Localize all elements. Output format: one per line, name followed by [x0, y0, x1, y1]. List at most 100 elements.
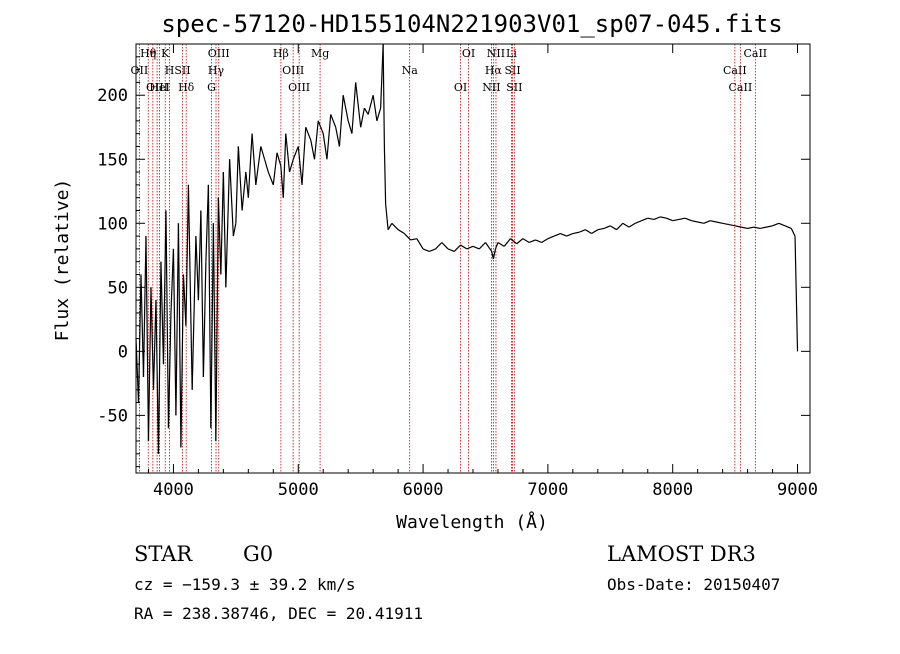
plot-frame [135, 43, 811, 474]
spectrum-segment [453, 244, 461, 252]
spectrum-segment [741, 226, 748, 229]
spectrum-segment [160, 261, 165, 365]
x-tick-label: 8000 [652, 480, 693, 500]
y-ticks: -50 0 50 100 150 200 [97, 43, 810, 468]
spectrum-segment [391, 222, 399, 231]
spectrum-segment [272, 152, 278, 185]
spectrum-segment [195, 236, 200, 301]
spectrum-segment [492, 248, 497, 260]
spectrum-segment [503, 238, 511, 247]
spectrum-segment [460, 244, 468, 250]
line-marker-label: CaII [743, 47, 767, 60]
spectrum-segment [180, 274, 185, 448]
line-marker-label: η [150, 47, 157, 60]
spectrum-segment [376, 107, 382, 122]
spectrum-segment [225, 159, 231, 288]
spectrum-segment [251, 133, 257, 185]
spectrum-segment [342, 95, 349, 121]
line-marker-label: CaII [729, 81, 753, 94]
spectrum-segment [235, 146, 239, 224]
spectrum-segment [150, 287, 155, 390]
spectrum-segment [280, 165, 284, 198]
survey-name: LAMOST DR3 [607, 542, 756, 566]
spectrum-segment [162, 210, 167, 365]
spectrum-segment [207, 184, 212, 429]
spectrum-segment [222, 172, 227, 288]
spectrum-segment [245, 172, 249, 198]
spectrum-segment [603, 225, 611, 229]
line-marker-label: Hδ [178, 81, 195, 94]
spectrum-segment [317, 120, 324, 134]
spectrum-segment [666, 217, 673, 222]
spectrum-segment [147, 287, 152, 441]
spectrum-segment [622, 222, 630, 228]
line-marker-label: OI [454, 81, 467, 94]
spectrum-segment [678, 217, 686, 221]
spectrum-segment [282, 133, 287, 198]
x-tick-label: 4000 [153, 480, 194, 500]
spectrum-segment [703, 220, 711, 224]
spectrum-segment [647, 217, 655, 221]
line-marker-label: G [207, 81, 216, 94]
spectrum-segment [641, 217, 648, 222]
spectrum-segment [301, 127, 307, 185]
spectrum-segment [553, 232, 561, 237]
spectrum-segment [152, 300, 157, 390]
spectrum-segment [560, 232, 567, 237]
line-marker-label: OIII [208, 47, 230, 60]
spectrum-segment [535, 239, 542, 244]
spectrum-segment [510, 238, 518, 245]
spectrum-segment [177, 223, 182, 448]
spectrum-segment [497, 241, 505, 247]
spectrum-segment [191, 236, 197, 390]
spectrum-segment [215, 197, 219, 441]
spectrum-segment [140, 274, 145, 377]
spectrum-segment [372, 95, 378, 121]
y-tick-label: 0 [118, 342, 128, 362]
object-subclass: G0 [243, 542, 273, 566]
spectrum-segment [355, 82, 362, 128]
redshift-text: cz = −159.3 ± 39.2 km/s [134, 575, 356, 594]
spectrum-segment [684, 217, 692, 222]
line-marker-label: HeI [149, 81, 169, 94]
y-tick-label: 150 [97, 150, 128, 170]
line-marker-label: OIII [288, 81, 310, 94]
spectrum-segment [175, 223, 180, 416]
spectrum-segment [616, 222, 624, 231]
line-marker-label: CaII [723, 64, 747, 77]
chart-title: spec-57120-HD155104N221903V01_sp07-045.f… [161, 10, 782, 38]
spectrum-segment [237, 146, 243, 211]
line-marker-label: K [161, 47, 170, 60]
spectrum-segment [609, 225, 617, 231]
line-marker-label: OII [131, 64, 149, 77]
spectrum-segment [790, 228, 796, 237]
line-markers: HθOIIOIIIKHHeIηSIIHδOIIIHγGHβOIIIOIIIMgN… [131, 44, 767, 473]
spectrum-segment [347, 120, 353, 134]
line-marker-label: Hβ [273, 47, 289, 60]
spectrum-segment [794, 236, 799, 352]
spectrum-segment [397, 229, 405, 235]
spectrum-segment [753, 226, 761, 229]
spectrum-segment [276, 152, 282, 166]
spectrum-segment [202, 261, 207, 377]
spectrum-segment [416, 238, 424, 250]
spectrum-segment [572, 231, 580, 235]
line-marker-label: NII [482, 81, 500, 94]
spectrum-segment [313, 120, 319, 160]
spectrum-segment [310, 139, 316, 160]
spectrum-segment [172, 248, 177, 416]
spectrum-segment [728, 223, 736, 227]
spectrum-segment [734, 225, 742, 228]
x-axis-label: Wavelength (Å) [396, 511, 548, 533]
spectrum-segment [212, 223, 217, 441]
spectrum-segment [285, 133, 291, 173]
spectrum-segment [410, 238, 417, 241]
spectrum-segment [382, 43, 385, 147]
spectrum-segment [197, 210, 202, 301]
spectrum-segment [338, 95, 344, 147]
spectrum-segment [472, 245, 480, 250]
coordinates-text: RA = 238.38746, DEC = 20.41911 [134, 604, 423, 623]
spectrum-segment [429, 248, 436, 253]
x-tick-label: 9000 [777, 480, 818, 500]
spectrum-segment [385, 204, 389, 230]
